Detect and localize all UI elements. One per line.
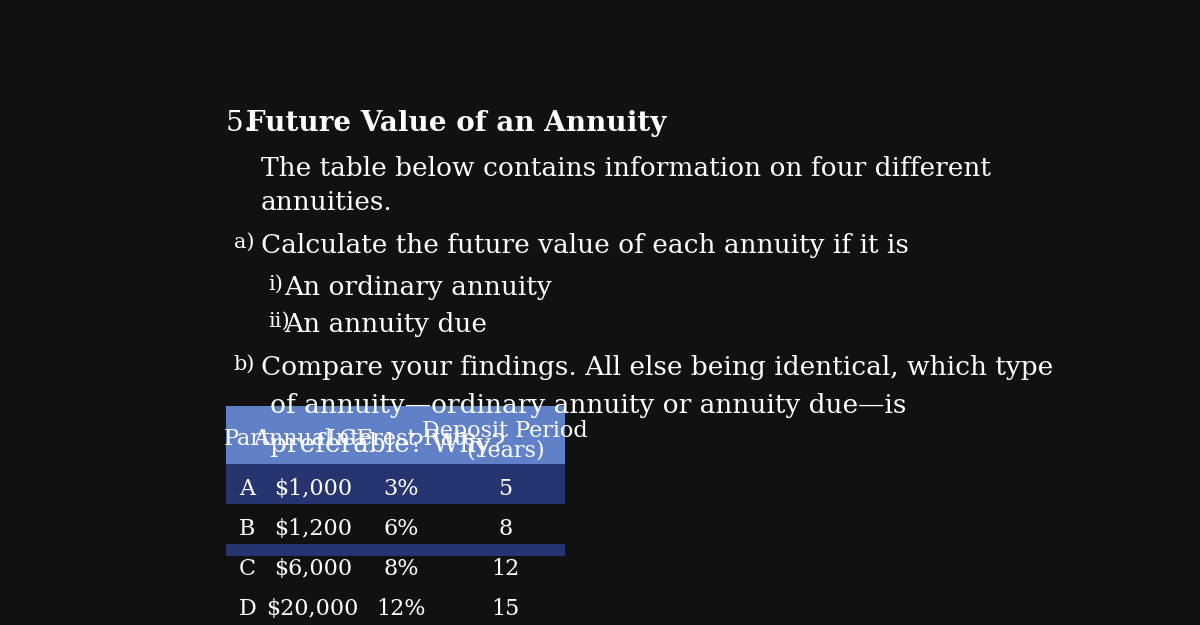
- Text: (Years): (Years): [466, 440, 545, 462]
- Text: annuities.: annuities.: [260, 191, 392, 216]
- Text: 12%: 12%: [377, 598, 426, 620]
- Text: $1,200: $1,200: [274, 518, 352, 540]
- Text: $1,000: $1,000: [274, 478, 352, 500]
- Text: 5.: 5.: [226, 109, 262, 137]
- Text: B: B: [239, 518, 256, 540]
- Text: Deposit Period: Deposit Period: [422, 420, 588, 442]
- FancyBboxPatch shape: [226, 584, 565, 624]
- Text: An ordinary annuity: An ordinary annuity: [284, 275, 552, 300]
- Text: i): i): [269, 275, 283, 294]
- Text: 3%: 3%: [384, 478, 419, 500]
- FancyBboxPatch shape: [226, 406, 565, 464]
- FancyBboxPatch shape: [226, 504, 565, 544]
- Text: 8: 8: [498, 518, 512, 540]
- Text: preferable? Why?: preferable? Why?: [270, 431, 505, 456]
- Text: Interest Rate: Interest Rate: [326, 428, 476, 449]
- Text: b): b): [234, 354, 256, 374]
- FancyBboxPatch shape: [226, 464, 565, 504]
- Text: of annuity—ordinary annuity or annuity due—is: of annuity—ordinary annuity or annuity d…: [270, 393, 906, 418]
- Text: An annuity due: An annuity due: [284, 312, 487, 337]
- Text: Annual CF: Annual CF: [253, 428, 372, 449]
- Text: 15: 15: [491, 598, 520, 620]
- Text: 5: 5: [498, 478, 512, 500]
- Text: Calculate the future value of each annuity if it is: Calculate the future value of each annui…: [260, 233, 908, 258]
- Text: ii): ii): [269, 312, 290, 331]
- FancyBboxPatch shape: [226, 544, 565, 584]
- Text: $20,000: $20,000: [266, 598, 359, 620]
- Text: Compare your findings. All else being identical, which type: Compare your findings. All else being id…: [260, 354, 1054, 379]
- Text: $6,000: $6,000: [274, 558, 352, 580]
- Text: 12: 12: [491, 558, 520, 580]
- Text: D: D: [239, 598, 257, 620]
- Text: The table below contains information on four different: The table below contains information on …: [260, 156, 991, 181]
- Text: Part: Part: [224, 428, 271, 449]
- Text: A: A: [239, 478, 256, 500]
- Text: 8%: 8%: [384, 558, 419, 580]
- Text: C: C: [239, 558, 256, 580]
- Text: a): a): [234, 233, 254, 252]
- Text: 6%: 6%: [384, 518, 419, 540]
- Text: Future Value of an Annuity: Future Value of an Annuity: [246, 109, 666, 137]
